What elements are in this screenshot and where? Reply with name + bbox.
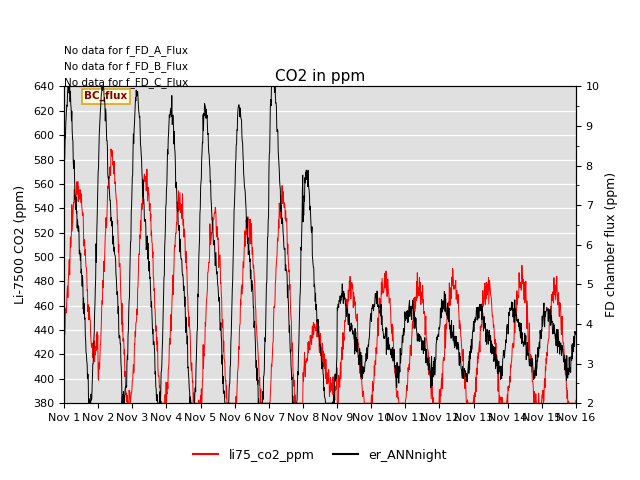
er_ANNnight bbox=[572, 332, 580, 337]
Text: BC_flux: BC_flux bbox=[84, 91, 128, 101]
Title: CO2 in ppm: CO2 in ppm bbox=[275, 69, 365, 84]
er_ANNnight bbox=[400, 332, 408, 338]
li75_co2_ppm bbox=[467, 400, 474, 406]
Text: No data for f_FD_C_Flux: No data for f_FD_C_Flux bbox=[64, 77, 188, 88]
Text: No data for f_FD_A_Flux: No data for f_FD_A_Flux bbox=[64, 45, 188, 56]
Y-axis label: Li-7500 CO2 (ppm): Li-7500 CO2 (ppm) bbox=[15, 185, 28, 304]
er_ANNnight bbox=[60, 175, 68, 180]
li75_co2_ppm bbox=[163, 379, 170, 385]
Line: er_ANNnight: er_ANNnight bbox=[64, 86, 576, 403]
er_ANNnight bbox=[467, 343, 474, 349]
Y-axis label: FD chamber flux (ppm): FD chamber flux (ppm) bbox=[605, 172, 618, 317]
li75_co2_ppm bbox=[107, 146, 115, 152]
Legend: li75_co2_ppm, er_ANNnight: li75_co2_ppm, er_ANNnight bbox=[188, 444, 452, 467]
li75_co2_ppm bbox=[232, 394, 240, 399]
Line: li75_co2_ppm: li75_co2_ppm bbox=[64, 149, 576, 403]
er_ANNnight bbox=[86, 400, 93, 406]
li75_co2_ppm bbox=[512, 305, 520, 311]
li75_co2_ppm bbox=[572, 397, 580, 403]
li75_co2_ppm bbox=[124, 400, 132, 406]
li75_co2_ppm bbox=[400, 400, 408, 406]
Text: No data for f_FD_B_Flux: No data for f_FD_B_Flux bbox=[64, 61, 188, 72]
er_ANNnight bbox=[64, 84, 72, 89]
er_ANNnight bbox=[175, 223, 182, 229]
er_ANNnight bbox=[512, 311, 520, 316]
li75_co2_ppm bbox=[60, 337, 68, 343]
er_ANNnight bbox=[232, 157, 240, 163]
er_ANNnight bbox=[163, 202, 170, 207]
li75_co2_ppm bbox=[175, 188, 182, 194]
